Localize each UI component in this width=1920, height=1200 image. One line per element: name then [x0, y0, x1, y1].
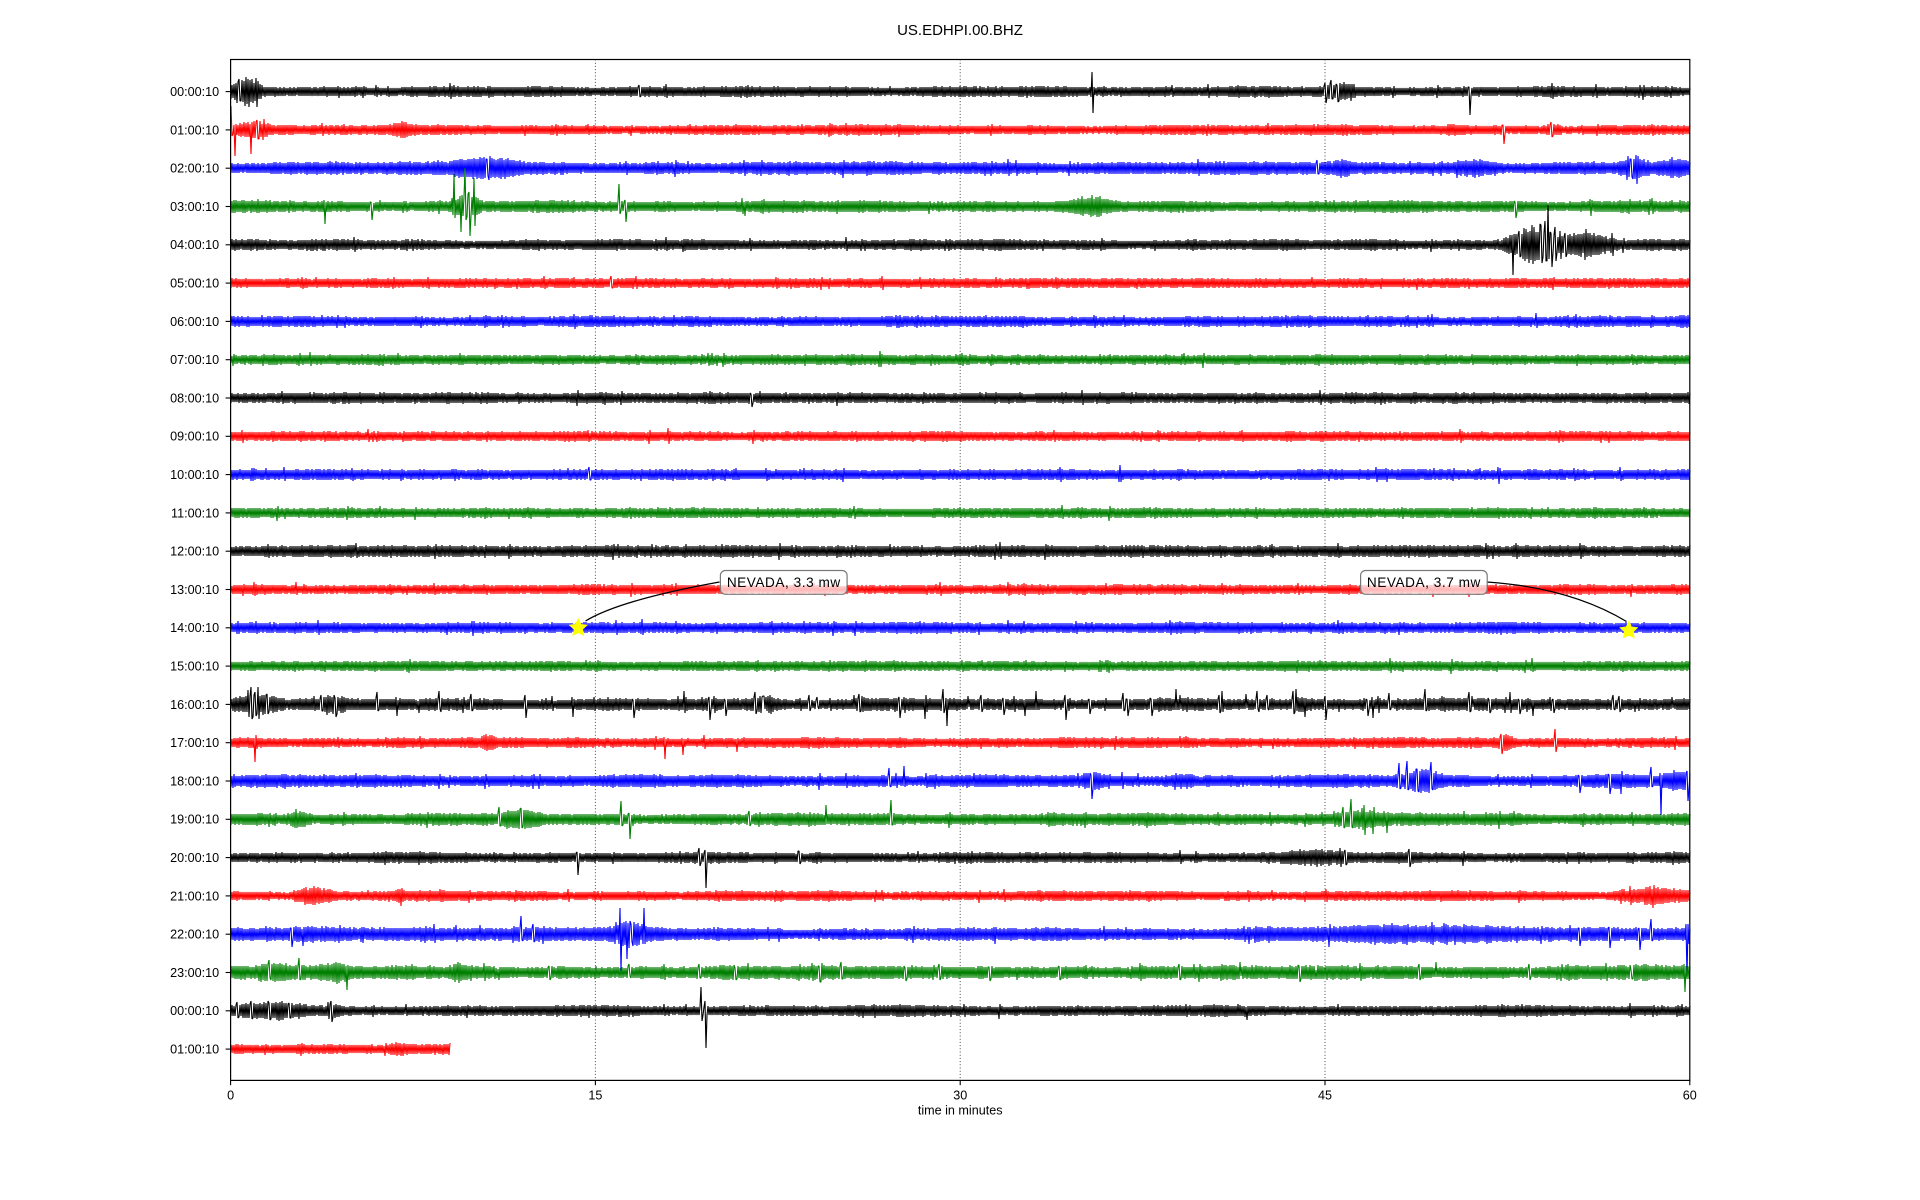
svg-text:10:00:10: 10:00:10 [170, 468, 219, 482]
svg-text:time in minutes: time in minutes [918, 1104, 1003, 1118]
svg-text:00:00:10: 00:00:10 [170, 85, 219, 99]
svg-text:NEVADA, 3.3 mw: NEVADA, 3.3 mw [727, 575, 841, 590]
svg-text:12:00:10: 12:00:10 [170, 545, 219, 559]
svg-text:30: 30 [953, 1088, 967, 1102]
svg-text:16:00:10: 16:00:10 [170, 698, 219, 712]
svg-text:13:00:10: 13:00:10 [170, 583, 219, 597]
svg-text:45: 45 [1318, 1088, 1332, 1102]
svg-text:18:00:10: 18:00:10 [170, 774, 219, 788]
svg-text:20:00:10: 20:00:10 [170, 851, 219, 865]
svg-text:15:00:10: 15:00:10 [170, 660, 219, 674]
svg-text:23:00:10: 23:00:10 [170, 966, 219, 980]
svg-text:09:00:10: 09:00:10 [170, 430, 219, 444]
svg-text:14:00:10: 14:00:10 [170, 621, 219, 635]
svg-text:NEVADA, 3.7 mw: NEVADA, 3.7 mw [1367, 575, 1481, 590]
svg-text:08:00:10: 08:00:10 [170, 391, 219, 405]
svg-text:01:00:10: 01:00:10 [170, 1043, 219, 1057]
svg-text:19:00:10: 19:00:10 [170, 813, 219, 827]
svg-text:00:00:10: 00:00:10 [170, 1004, 219, 1018]
svg-text:04:00:10: 04:00:10 [170, 238, 219, 252]
svg-text:15: 15 [588, 1088, 602, 1102]
svg-text:02:00:10: 02:00:10 [170, 162, 219, 176]
svg-text:06:00:10: 06:00:10 [170, 315, 219, 329]
svg-text:0: 0 [227, 1088, 234, 1102]
svg-text:05:00:10: 05:00:10 [170, 277, 219, 291]
svg-text:60: 60 [1683, 1088, 1697, 1102]
svg-text:01:00:10: 01:00:10 [170, 123, 219, 137]
svg-text:22:00:10: 22:00:10 [170, 928, 219, 942]
svg-text:11:00:10: 11:00:10 [171, 506, 219, 520]
svg-text:17:00:10: 17:00:10 [170, 736, 219, 750]
svg-text:21:00:10: 21:00:10 [170, 889, 219, 903]
svg-text:03:00:10: 03:00:10 [170, 200, 219, 214]
svg-text:07:00:10: 07:00:10 [170, 353, 219, 367]
svg-text:US.EDHPI.00.BHZ: US.EDHPI.00.BHZ [897, 22, 1023, 39]
